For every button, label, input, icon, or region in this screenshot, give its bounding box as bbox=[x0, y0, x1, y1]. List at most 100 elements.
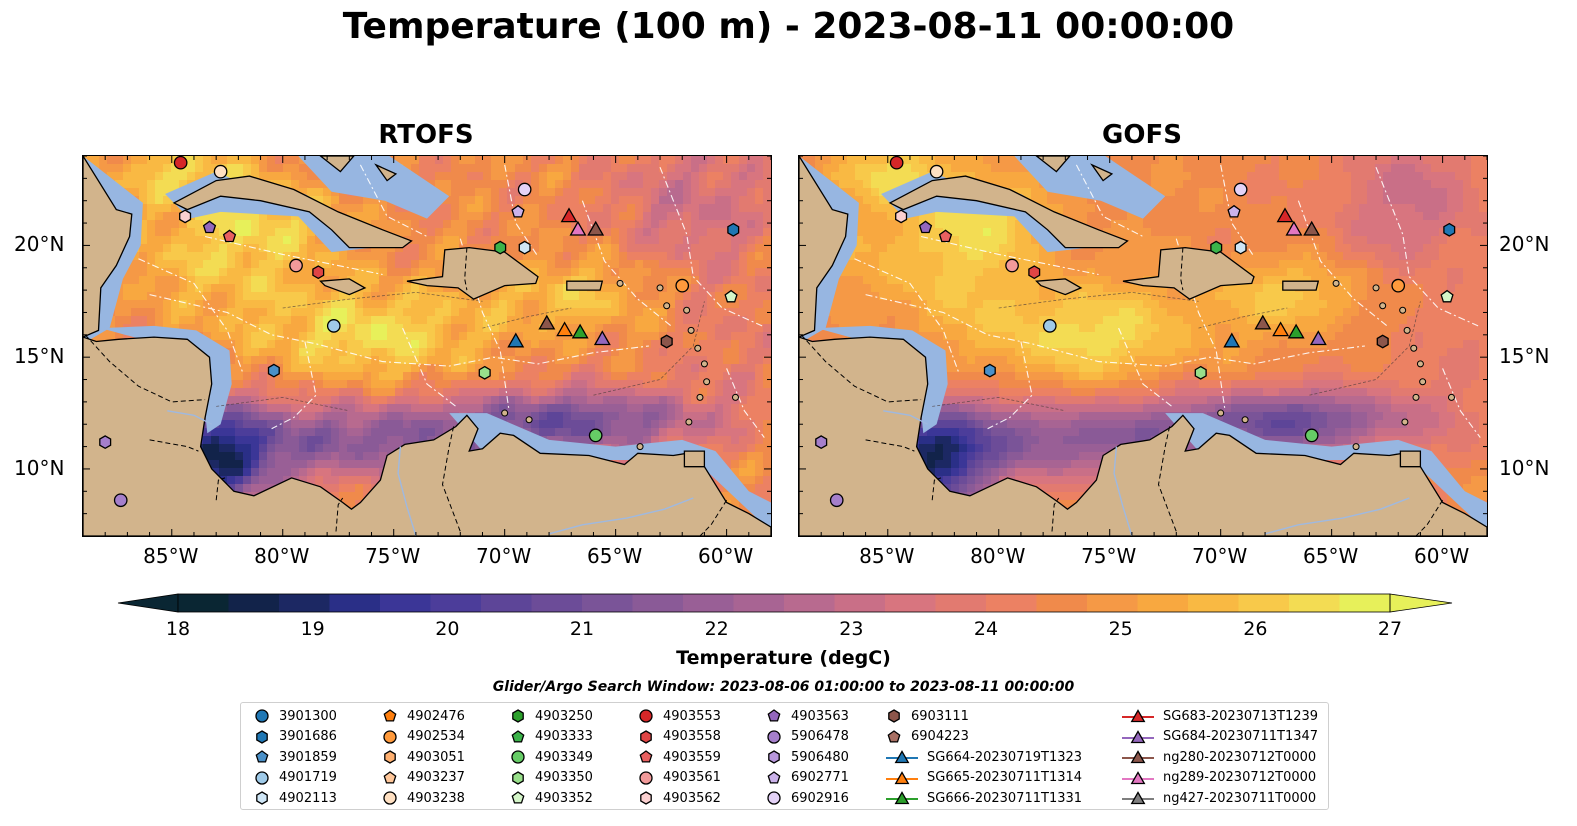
legend-item: 4903562 bbox=[637, 788, 721, 808]
marker-4903352 bbox=[1440, 289, 1454, 303]
legend-item: SG683-20230713T1239 bbox=[1121, 706, 1318, 726]
legend-marker-icon bbox=[384, 750, 396, 764]
rtofs-temperature-map[interactable] bbox=[82, 155, 772, 537]
legend-label: 4903333 bbox=[535, 729, 593, 744]
x-tick-label: 75°W bbox=[365, 544, 421, 568]
colorbar-outline bbox=[177, 593, 1391, 613]
colorbar-segment bbox=[784, 594, 835, 612]
legend-marker-icon bbox=[383, 791, 397, 805]
legend-marker-icon bbox=[1122, 770, 1154, 784]
x-tick-label: 60°W bbox=[1413, 544, 1470, 568]
legend-marker-icon bbox=[639, 709, 653, 723]
legend-marker-icon bbox=[887, 729, 901, 743]
colorbar-segment bbox=[632, 594, 684, 612]
legend-marker-icon bbox=[767, 770, 781, 784]
colorbar-tick-label: 21 bbox=[569, 618, 595, 640]
colorbar-segment bbox=[380, 594, 431, 612]
colorbar-segment bbox=[430, 594, 482, 612]
legend-label: 4902113 bbox=[279, 790, 337, 806]
legend-label: 6902916 bbox=[791, 790, 849, 806]
legend-item: 6902916 bbox=[765, 788, 849, 808]
legend-marker-icon bbox=[639, 770, 653, 785]
legend-item: 4903561 bbox=[637, 768, 721, 788]
legend-marker-icon bbox=[511, 750, 525, 764]
colorbar-segment bbox=[986, 594, 1037, 612]
legend-marker-icon bbox=[886, 770, 918, 784]
legend-item: ng280-20230712T0000 bbox=[1121, 747, 1316, 767]
rivers bbox=[883, 410, 1410, 536]
marker-SG664-20230719T1323 bbox=[1223, 332, 1241, 348]
rtofs-map-canvas bbox=[83, 156, 771, 536]
marker-4903553 bbox=[889, 156, 904, 170]
legend-marker-icon bbox=[255, 709, 269, 723]
colorbar-segment bbox=[1238, 594, 1290, 612]
marker-6903111 bbox=[660, 334, 673, 349]
marker-5906480 bbox=[113, 493, 128, 508]
legend-marker-icon bbox=[255, 750, 269, 763]
legend-item: 6904223 bbox=[885, 727, 969, 747]
legend-marker-icon bbox=[511, 729, 525, 743]
bathymetry-contours bbox=[216, 291, 705, 412]
y-tick-label-left: 10°N bbox=[14, 455, 65, 480]
colorbar-segment bbox=[329, 594, 381, 612]
marker-ng289-20230712T0000 bbox=[569, 220, 587, 236]
marker-SG684-20230711T1347 bbox=[1309, 330, 1327, 346]
legend-item: 4902476 bbox=[381, 706, 465, 726]
legend-item: 4901719 bbox=[253, 768, 337, 788]
legend-item: 3901859 bbox=[253, 747, 337, 767]
marker-4903350 bbox=[1194, 365, 1207, 380]
marker-SG683-20230713T1239 bbox=[1276, 207, 1294, 223]
legend-marker-icon bbox=[383, 770, 397, 784]
legend-label: 3901300 bbox=[279, 708, 337, 724]
legend-item: 6902771 bbox=[765, 768, 849, 788]
x-tick-label: 70°W bbox=[476, 544, 532, 568]
legend-marker-icon bbox=[767, 729, 781, 744]
marker-4903562 bbox=[895, 209, 908, 224]
marker-4903238 bbox=[929, 164, 944, 179]
gofs-temperature-map[interactable] bbox=[798, 155, 1488, 537]
legend-label: 4903352 bbox=[535, 790, 593, 806]
legend-item: ng427-20230711T0000 bbox=[1121, 788, 1316, 808]
colorbar-segment bbox=[733, 594, 785, 612]
marker-4902113 bbox=[518, 240, 531, 255]
marker-6903111 bbox=[1376, 334, 1389, 349]
x-tick-label: 80°W bbox=[254, 544, 310, 568]
colorbar-segment bbox=[935, 594, 987, 612]
legend-marker-icon bbox=[511, 791, 525, 804]
marker-4903562 bbox=[179, 209, 192, 224]
legend-marker-icon bbox=[383, 709, 397, 722]
legend-marker-icon bbox=[1122, 791, 1154, 805]
colorbar-tick-label: 26 bbox=[1243, 618, 1268, 640]
legend-item: 5906478 bbox=[765, 727, 849, 747]
marker-SG683-20230713T1239 bbox=[560, 207, 578, 223]
colorbar-segment bbox=[228, 594, 280, 612]
marker-4902534 bbox=[675, 278, 690, 293]
legend-label: 3901859 bbox=[279, 749, 337, 765]
legend-item: 4903333 bbox=[509, 727, 593, 747]
legend-label: SG665-20230711T1314 bbox=[927, 770, 1083, 785]
panel-title-gofs: GOFS bbox=[1102, 120, 1182, 150]
legend-label: 4902476 bbox=[407, 708, 465, 724]
legend-item: SG665-20230711T1314 bbox=[885, 768, 1082, 788]
colorbar-segment bbox=[582, 594, 633, 612]
marker-4903350 bbox=[478, 365, 491, 380]
x-tick-label: 65°W bbox=[587, 544, 643, 568]
legend-item: 4903558 bbox=[637, 727, 721, 747]
y-tick-label-left: 15°N bbox=[14, 344, 65, 369]
colorbar-segment bbox=[834, 594, 886, 612]
legend-marker-icon bbox=[886, 791, 918, 805]
legend-marker-icon bbox=[768, 750, 780, 764]
legend-label: 4902534 bbox=[407, 729, 465, 744]
lesser-antilles bbox=[501, 279, 739, 451]
legend-marker-icon bbox=[256, 729, 268, 744]
gofs-map-canvas bbox=[799, 156, 1487, 536]
y-tick-label-right: 15°N bbox=[1499, 344, 1550, 369]
colorbar-tick-label: 18 bbox=[165, 618, 191, 640]
marker-3901300 bbox=[727, 222, 740, 237]
legend-label: 4903563 bbox=[791, 708, 849, 724]
marker-4903563 bbox=[202, 220, 217, 234]
colorbar-segment bbox=[178, 594, 229, 612]
marker-6902771 bbox=[511, 204, 525, 218]
legend-marker-icon bbox=[383, 729, 397, 744]
legend-label: 4903349 bbox=[535, 749, 593, 765]
